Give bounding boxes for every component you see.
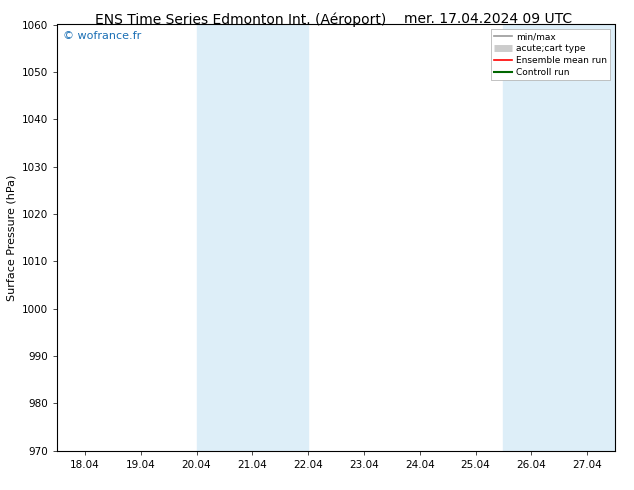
Bar bbox=[559, 24, 615, 451]
Legend: min/max, acute;cart type, Ensemble mean run, Controll run: min/max, acute;cart type, Ensemble mean … bbox=[491, 29, 611, 80]
Text: © wofrance.fr: © wofrance.fr bbox=[63, 31, 141, 41]
Text: ENS Time Series Edmonton Int. (Aéroport): ENS Time Series Edmonton Int. (Aéroport) bbox=[95, 12, 387, 27]
Bar bbox=[252, 24, 308, 451]
Bar bbox=[503, 24, 559, 451]
Bar bbox=[197, 24, 252, 451]
Y-axis label: Surface Pressure (hPa): Surface Pressure (hPa) bbox=[6, 174, 16, 301]
Text: mer. 17.04.2024 09 UTC: mer. 17.04.2024 09 UTC bbox=[404, 12, 573, 26]
